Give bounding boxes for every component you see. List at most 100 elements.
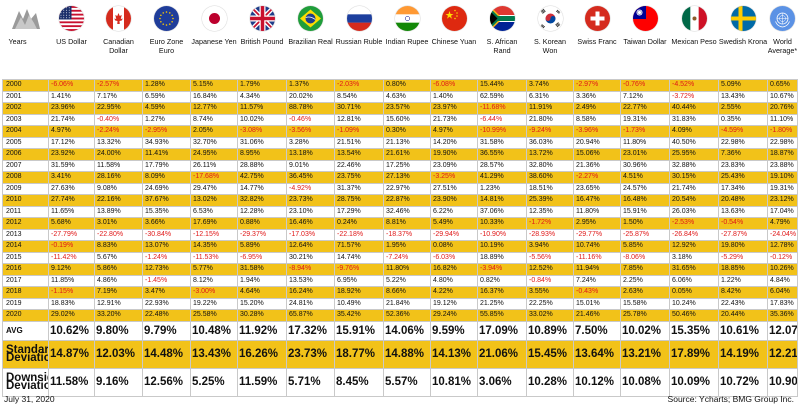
stat-value: 12.56% xyxy=(142,367,191,397)
stat-value: 13.21% xyxy=(620,339,670,369)
switzerland-flag-icon xyxy=(584,6,610,31)
year-row: 2002 23.96% 22.95% 4.59% 12.77% 11.57% 88.78% 3… xyxy=(2,102,798,115)
return-cell: 35.36% xyxy=(767,309,798,322)
flag-cell xyxy=(670,2,719,35)
return-cell: 23.97% xyxy=(430,102,478,115)
return-cell: 24.57% xyxy=(620,182,670,195)
return-cell: -1.09% xyxy=(334,125,384,138)
return-cell: 7.24% xyxy=(573,274,621,287)
year-cell: 2010 xyxy=(2,194,49,207)
return-cell: -0.43% xyxy=(573,286,621,299)
return-cell: -8.94% xyxy=(286,263,335,276)
return-cell: 9.12% xyxy=(48,263,95,276)
return-cell: -11.53% xyxy=(190,251,238,264)
return-cell: 4.09% xyxy=(669,125,719,138)
return-cell: -0.54% xyxy=(718,217,768,230)
stat-value: 10.28% xyxy=(526,367,574,397)
return-cell: 24.00% xyxy=(94,148,143,161)
return-cell: 12.73% xyxy=(142,263,191,276)
return-cell: 5.67% xyxy=(94,251,143,264)
return-cell: 11.91% xyxy=(526,102,574,115)
return-cell: 23.73% xyxy=(286,194,335,207)
return-cell: 13.54% xyxy=(334,148,384,161)
return-cell: 24.95% xyxy=(190,148,238,161)
year-row: 2014 -0.19% 8.83% 13.07% 14.35% 5.89% 12.64% 71… xyxy=(2,240,798,253)
return-cell: 28.75% xyxy=(334,194,384,207)
return-cell: -11.68% xyxy=(477,102,527,115)
return-cell: -12.15% xyxy=(190,228,238,241)
return-cell: 8.58% xyxy=(573,113,621,126)
return-cell: -0.76% xyxy=(620,79,670,92)
year-row: 2018 -1.15% 7.19% 3.47% -3.00% 4.64% 16.24% 18.… xyxy=(2,286,798,299)
return-cell: 29.02% xyxy=(48,309,95,322)
year-cell: 2009 xyxy=(2,182,49,195)
stat-value: 5.25% xyxy=(190,367,238,397)
return-cell: 17.69% xyxy=(190,217,238,230)
return-cell: -0.84% xyxy=(526,274,574,287)
return-cell: -2.27% xyxy=(573,171,621,184)
return-cell: 18.85% xyxy=(718,263,768,276)
year-cell: 2008 xyxy=(2,171,49,184)
return-cell: 22.77% xyxy=(620,102,670,115)
return-cell: 22.46% xyxy=(334,159,384,172)
flag-cell xyxy=(768,2,798,35)
return-cell: -3.25% xyxy=(430,171,478,184)
stat-value: 12.21% xyxy=(767,339,798,369)
stat-value: 14.88% xyxy=(383,339,431,369)
stat-value: 11.58% xyxy=(48,367,95,397)
return-cell: 23.10% xyxy=(286,205,335,218)
return-cell: 33.20% xyxy=(94,309,143,322)
year-row: 2005 17.12% 13.32% 34.93% 32.70% 31.06% 3.28% 2… xyxy=(2,136,798,149)
return-cell: -2.57% xyxy=(94,79,143,92)
return-cell: 17.29% xyxy=(334,205,384,218)
currency-header: Canadian Dollar xyxy=(103,37,134,55)
year-cell: 2002 xyxy=(2,102,49,115)
return-cell: 32.46% xyxy=(383,205,431,218)
return-cell: 19.12% xyxy=(430,297,478,310)
year-row: 2008 3.41% 28.16% 8.09% -17.68% 42.75% 36.45% 2… xyxy=(2,171,798,184)
return-cell: -29.94% xyxy=(430,228,478,241)
return-cell: 31.83% xyxy=(669,113,719,126)
return-cell: 31.06% xyxy=(237,136,287,149)
return-cell: -29.37% xyxy=(237,228,287,241)
brazil-flag-icon xyxy=(298,6,323,31)
stat-value: 12.07% xyxy=(767,320,798,341)
return-cell: 4.80% xyxy=(430,274,478,287)
stat-value: 9.80% xyxy=(94,320,143,341)
return-cell: 13.43% xyxy=(718,90,768,103)
return-cell: 28.88% xyxy=(237,159,287,172)
return-cell: 4.86% xyxy=(94,274,143,287)
return-cell: -25.87% xyxy=(620,228,670,241)
return-cell: 18.89% xyxy=(477,251,527,264)
return-cell: 12.64% xyxy=(286,240,335,253)
return-cell: -2.03% xyxy=(334,79,384,92)
return-cell: 5.49% xyxy=(430,217,478,230)
stat-value: 9.79% xyxy=(142,320,191,341)
return-cell: 36.45% xyxy=(286,171,335,184)
return-cell: 22.16% xyxy=(94,194,143,207)
return-cell: 10.67% xyxy=(767,90,798,103)
stat-value: 10.48% xyxy=(190,320,238,341)
return-cell: 25.39% xyxy=(526,194,574,207)
return-cell: 4.59% xyxy=(142,102,191,115)
return-cell: 12.52% xyxy=(526,263,574,276)
return-cell: 3.66% xyxy=(142,217,191,230)
return-cell: 19.31% xyxy=(620,113,670,126)
return-cell: 17.12% xyxy=(48,136,95,149)
return-cell: 23.12% xyxy=(767,194,798,207)
return-cell: 16.47% xyxy=(573,194,621,207)
return-cell: 11.80% xyxy=(383,263,431,276)
return-cell: 22.87% xyxy=(383,194,431,207)
return-cell: 32.70% xyxy=(190,136,238,149)
return-cell: 5.86% xyxy=(94,263,143,276)
return-cell: 7.36% xyxy=(718,148,768,161)
year-row: 2010 27.74% 22.16% 37.67% 13.02% 32.82% 23.73%… xyxy=(2,194,798,207)
return-cell: 30.28% xyxy=(237,309,287,322)
return-cell: 1.79% xyxy=(237,79,287,92)
return-cell: 30.21% xyxy=(286,251,335,264)
return-cell: -29.77% xyxy=(573,228,621,241)
stat-value: 3.06% xyxy=(477,367,527,397)
return-cell: 36.03% xyxy=(526,136,574,149)
return-cell: 6.95% xyxy=(334,274,384,287)
return-cell: 7.17% xyxy=(94,90,143,103)
